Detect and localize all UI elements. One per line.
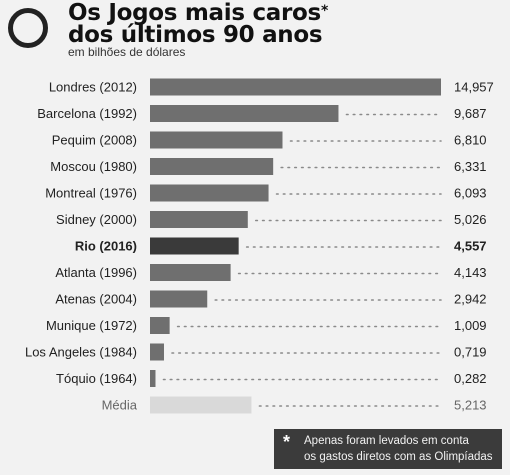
bar-moscou-1980 — [150, 158, 274, 175]
category-label-atenas-2004: Atenas (2004) — [55, 292, 137, 307]
footnote-line-1: Apenas foram levados em conta — [304, 435, 469, 447]
bar-rio-2016 — [150, 237, 239, 255]
footnote-box: * Apenas foram levados em conta os gasto… — [274, 429, 502, 469]
value-label-pequim-2008: 6,810 — [454, 133, 487, 148]
value-label-los-angeles-1984: 0,719 — [454, 345, 487, 360]
bar-barcelona-1992 — [150, 105, 339, 122]
bar-media — [150, 396, 252, 414]
value-label-media: 5,213 — [454, 398, 487, 413]
bar-toquio-1964 — [150, 370, 156, 387]
chart-subtitle: em bilhões de dólares — [68, 45, 186, 59]
chart-title: Os Jogos mais caros* dos últimos 90 anos — [68, 0, 328, 48]
category-label-munique-1972: Munique (1972) — [46, 318, 137, 333]
value-label-atenas-2004: 2,942 — [454, 292, 487, 307]
category-label-barcelona-1992: Barcelona (1992) — [37, 106, 137, 121]
value-label-rio-2016: 4,557 — [454, 239, 487, 254]
value-label-munique-1972: 1,009 — [454, 318, 487, 333]
value-label-londres-2012: 14,957 — [454, 80, 494, 95]
title-line-1: Os Jogos mais caros — [68, 0, 321, 26]
category-label-pequim-2008: Pequim (2008) — [52, 133, 137, 148]
bar-atenas-2004 — [150, 290, 208, 308]
asterisk-icon: * — [283, 432, 291, 452]
title-asterisk: * — [320, 3, 328, 19]
category-label-londres-2012: Londres (2012) — [49, 80, 137, 95]
category-label-moscou-1980: Moscou (1980) — [50, 159, 137, 174]
value-label-atlanta-1996: 4,143 — [454, 265, 487, 280]
value-label-montreal-1976: 6,093 — [454, 186, 487, 201]
category-label-media: Média — [102, 398, 138, 413]
category-label-los-angeles-1984: Los Angeles (1984) — [25, 345, 137, 360]
value-label-moscou-1980: 6,331 — [454, 159, 487, 174]
bar-atlanta-1996 — [150, 264, 231, 281]
category-label-rio-2016: Rio (2016) — [75, 239, 137, 254]
value-label-barcelona-1992: 9,687 — [454, 106, 487, 121]
value-label-sidney-2000: 5,026 — [454, 212, 487, 227]
circle-logo-icon — [8, 8, 48, 48]
bar-los-angeles-1984 — [150, 343, 164, 361]
category-label-montreal-1976: Montreal (1976) — [45, 186, 137, 201]
bar-munique-1972 — [150, 317, 170, 334]
title-line-2: dos últimos 90 anos — [68, 22, 323, 48]
bar-sidney-2000 — [150, 211, 248, 228]
bar-londres-2012 — [150, 78, 441, 96]
category-label-atlanta-1996: Atlanta (1996) — [55, 265, 137, 280]
bar-pequim-2008 — [150, 131, 283, 149]
category-label-sidney-2000: Sidney (2000) — [56, 212, 137, 227]
bar-montreal-1976 — [150, 184, 269, 202]
category-label-toquio-1964: Tóquio (1964) — [56, 371, 137, 386]
footnote-line-2: os gastos diretos com as Olimpíadas — [304, 451, 493, 463]
value-label-toquio-1964: 0,282 — [454, 371, 487, 386]
